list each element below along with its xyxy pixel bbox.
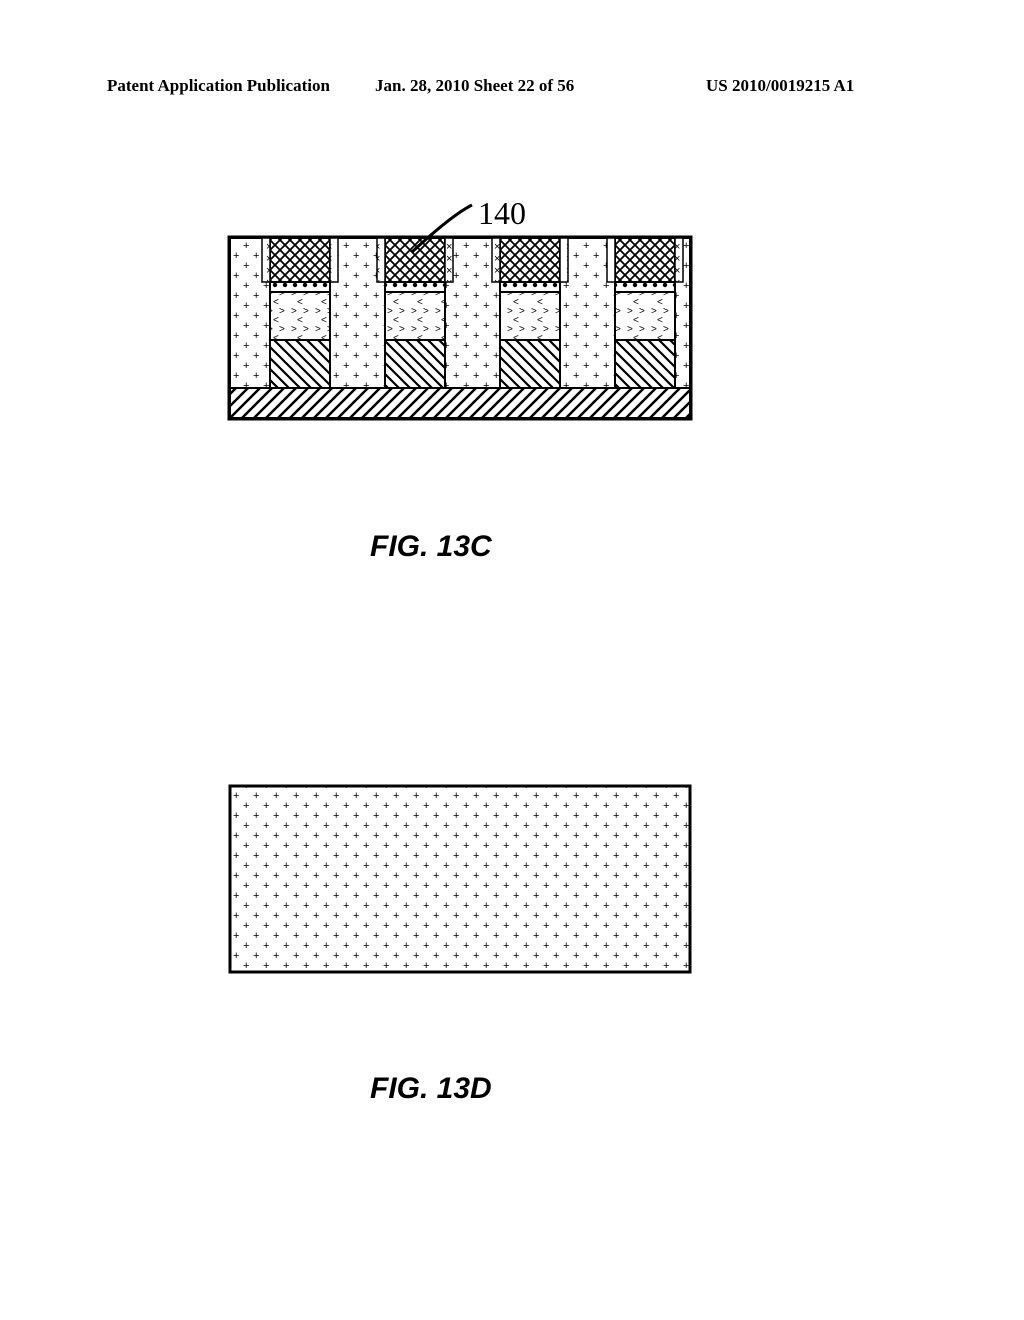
- callout-140: 140: [478, 195, 526, 232]
- callout-140-text: 140: [478, 195, 526, 231]
- figure-13d-label: FIG. 13D: [370, 1072, 492, 1106]
- figure-13d: [0, 0, 1024, 1100]
- figure-13d-caption: FIG. 13D: [370, 1072, 492, 1106]
